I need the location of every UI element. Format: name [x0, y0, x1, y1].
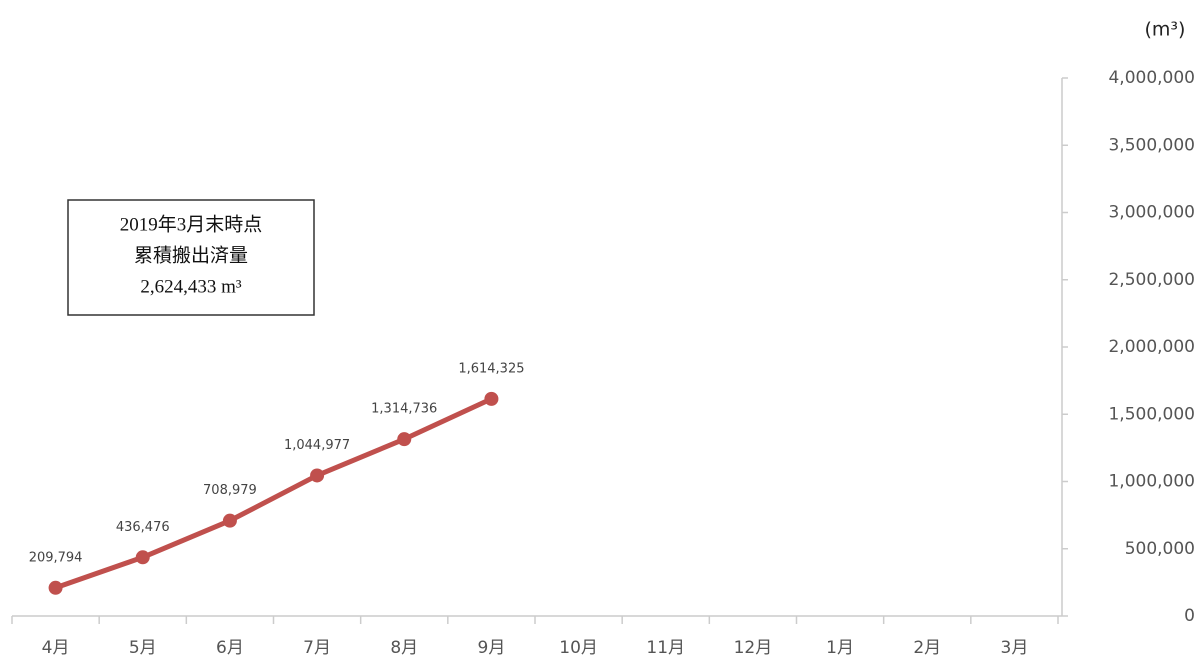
- x-tick-label: 1月: [826, 638, 854, 658]
- x-tick-label: 8月: [390, 638, 418, 658]
- y-tick-label: 3,000,000: [1108, 203, 1195, 223]
- x-tick-label: 6月: [216, 638, 244, 658]
- x-tick-label: 11月: [646, 638, 685, 658]
- x-tick-label: 10月: [559, 638, 598, 658]
- annotation-box: [67, 199, 315, 316]
- data-label: 436,476: [116, 520, 170, 535]
- point: [222, 513, 237, 528]
- data-label: 1,614,325: [458, 361, 524, 376]
- x-tick-label: 2月: [913, 638, 941, 658]
- y-tick-label: 4,000,000: [1108, 68, 1195, 88]
- y-tick-label: 1,500,000: [1108, 404, 1195, 424]
- y-tick-label: 0: [1184, 606, 1195, 626]
- y-tick-label: 500,000: [1125, 539, 1195, 559]
- line: [54, 396, 493, 591]
- data-label: 1,314,736: [371, 402, 437, 417]
- data-label: 708,979: [203, 483, 257, 498]
- point: [397, 432, 412, 447]
- y-tick-label: 3,500,000: [1108, 135, 1195, 155]
- point: [135, 550, 150, 565]
- data-label: 1,044,977: [284, 438, 350, 453]
- annotation-line: 累積搬出済量: [134, 244, 248, 266]
- point: [484, 391, 499, 406]
- unit-label: (m³): [1145, 19, 1186, 41]
- x-tick-label: 9月: [478, 638, 506, 658]
- x-tick-label: 4月: [42, 638, 70, 658]
- x-tick-label: 12月: [734, 638, 773, 658]
- data-label: 209,794: [29, 550, 83, 565]
- point: [310, 468, 325, 483]
- y-tick-label: 1,000,000: [1108, 472, 1195, 492]
- y-tick-label: 2,500,000: [1108, 270, 1195, 290]
- y-tick-label: 2,000,000: [1108, 337, 1195, 357]
- point: [48, 580, 63, 595]
- annotation-line: 2019年3月末時点: [120, 213, 263, 235]
- x-tick-label: 7月: [303, 638, 331, 658]
- x-tick-label: 3月: [1001, 638, 1029, 658]
- x-tick-label: 5月: [129, 638, 157, 658]
- annotation-line: 2,624,433 m³: [140, 276, 242, 297]
